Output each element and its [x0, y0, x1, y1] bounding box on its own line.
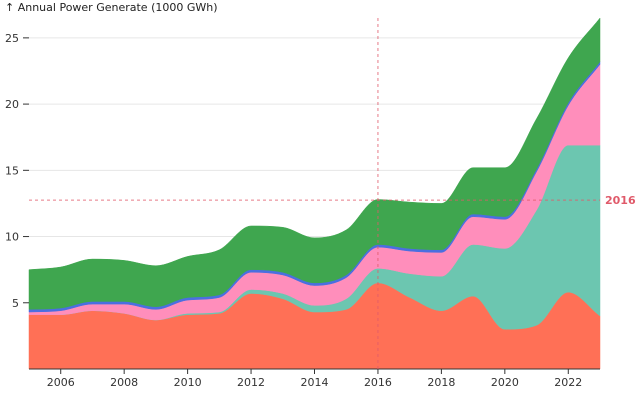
x-tick-label: 2014	[301, 376, 329, 389]
y-tick-label: 10	[5, 231, 19, 244]
x-tick-label: 2018	[427, 376, 455, 389]
y-axis-title: ↑ Annual Power Generate (1000 GWh)	[5, 1, 218, 14]
x-tick-label: 2020	[491, 376, 519, 389]
x-tick-label: 2012	[237, 376, 265, 389]
y-tick-label: 25	[5, 32, 19, 45]
area-series-5	[28, 17, 601, 310]
axes: 2006 2008 2010 2012 2014 2016 2018 2020 2022 5 10 1…	[5, 32, 600, 389]
y-tick-label: 20	[5, 98, 19, 111]
x-tick-label: 2006	[47, 376, 75, 389]
x-tick-label: 2016	[364, 376, 392, 389]
area-series-group	[28, 17, 601, 370]
crosshair-label: 2016	[605, 194, 636, 207]
x-tick-label: 2010	[174, 376, 202, 389]
y-tick-label: 5	[12, 297, 19, 310]
x-tick-label: 2022	[554, 376, 582, 389]
y-tick-label: 15	[5, 164, 19, 177]
crosshair: 2016	[29, 18, 636, 369]
x-tick-label: 2008	[110, 376, 138, 389]
